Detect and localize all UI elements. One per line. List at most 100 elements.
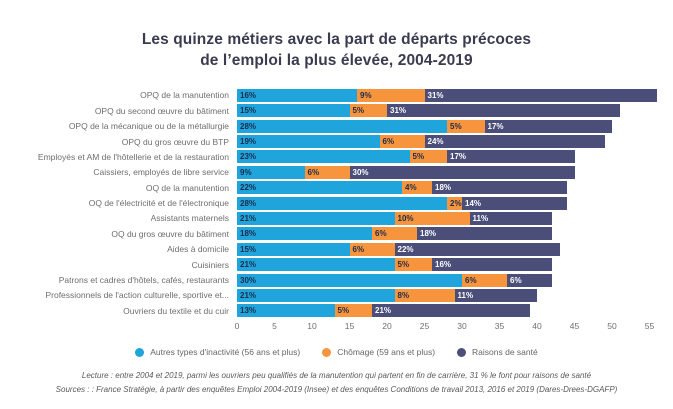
bar-track: 28% 5% 17% [237, 119, 673, 133]
x-axis-tick-label: 15 [344, 321, 355, 332]
bar-value-label: 17% [487, 121, 504, 131]
category-label: Caissiers, employés de libre service [93, 167, 229, 178]
bar-value-label: 31% [390, 106, 407, 116]
bar-segment-sante: 18% [432, 181, 567, 195]
bar-value-label: 16% [435, 260, 452, 270]
bar-row: Employés et AM de l'hôtellerie et de la … [0, 150, 673, 164]
chart-title-line2: de l’emploi la plus élevée, 2004-2019 [200, 51, 473, 69]
bar-segment-sante: 11% [469, 211, 552, 225]
bar-row: OPQ de la mécanique ou de la métallurgie… [0, 119, 673, 133]
bar-track: 16% 9% 31% [237, 88, 673, 102]
bar-value-label: 6% [510, 275, 522, 285]
bar-segment-chomage: 6% [372, 227, 417, 241]
category-label: OPQ de la manutention [140, 90, 229, 101]
bar-value-label: 21% [375, 306, 392, 316]
bar-track: 15% 5% 31% [237, 104, 673, 118]
bar-segment-chomage: 10% [394, 211, 470, 225]
bar-value-label: 5% [337, 306, 350, 316]
bar-track: 21% 10% 11% [237, 211, 673, 225]
x-axis-tick-label: 20 [382, 321, 392, 332]
x-axis-tick-label: 30 [457, 321, 467, 332]
bar-value-label: 17% [450, 152, 467, 162]
legend-label-chomage: Chômage (59 ans et plus) [337, 347, 436, 358]
bar-value-label: 21% [240, 290, 257, 300]
bar-track: 30% 6% 6% [237, 273, 673, 287]
bar-segment-inactivite: 19% [237, 135, 380, 149]
category-label: OPQ du gros œuvre du BTP [121, 136, 229, 147]
bar-row: OPQ du gros œuvre du BTP 19% 6% 24% [0, 135, 673, 149]
bar-segment-sante: 18% [417, 227, 552, 241]
bar-segment-inactivite: 15% [237, 242, 350, 256]
bar-row: Professionnels de l'action culturelle, s… [0, 288, 673, 302]
bar-row: OQ de l'électricité et de l'électronique… [0, 196, 673, 210]
bar-value-label: 28% [240, 198, 257, 208]
bar-segment-inactivite: 28% [237, 196, 447, 210]
bar-track: 21% 8% 11% [237, 288, 673, 302]
bar-value-label: 15% [240, 106, 257, 116]
category-label: Cuisiniers [191, 259, 229, 270]
bar-segment-chomage: 5% [447, 119, 485, 133]
bar-row: Aides à domicile 15% 6% 22% [0, 242, 673, 256]
bar-value-label: 9% [240, 167, 252, 177]
bar-segment-sante: 6% [507, 273, 552, 287]
bar-value-label: 5% [412, 152, 425, 162]
bar-segment-inactivite: 21% [237, 211, 395, 225]
bar-segment-chomage: 2% [447, 196, 462, 210]
category-label: Patrons et cadres d'hôtels, cafés, resta… [58, 275, 229, 286]
category-label: OPQ du second œuvre du bâtiment [94, 105, 229, 116]
bar-value-label: 22% [397, 244, 414, 254]
legend-item-inactivite: Autres types d'inactivité (56 ans et plu… [135, 347, 300, 357]
bar-track: 13% 5% 21% [237, 304, 673, 318]
bar-track: 18% 6% 18% [237, 227, 673, 241]
bar-segment-inactivite: 23% [237, 150, 410, 164]
footnote-sources: Sources : : France Stratégie, à partir d… [55, 385, 618, 395]
bar-segment-chomage: 4% [402, 181, 432, 195]
bar-value-label: 9% [360, 90, 372, 100]
bar-row: OQ de la manutention 22% 4% 18% [0, 181, 673, 195]
bar-value-label: 13% [240, 306, 257, 316]
bar-value-label: 6% [375, 229, 387, 239]
footnotes: Lecture : entre 2004 et 2019, parmi les … [0, 369, 673, 397]
bar-value-label: 30% [240, 275, 257, 285]
x-axis-tick-label: 5 [272, 321, 277, 332]
bar-segment-chomage: 6% [462, 273, 507, 287]
bar-row: OPQ de la manutention 16% 9% 31% [0, 88, 673, 102]
bar-value-label: 18% [420, 229, 437, 239]
bar-segment-inactivite: 13% [237, 304, 335, 318]
bar-segment-inactivite: 16% [237, 88, 357, 102]
chart-title-line1: Les quinze métiers avec la part de dépar… [141, 31, 532, 48]
x-axis-tick-label: 0 [234, 321, 240, 332]
x-axis-tick-label: 10 [307, 321, 317, 332]
bar-value-label: 15% [240, 244, 257, 254]
bar-segment-sante: 16% [432, 258, 552, 272]
bar-value-label: 14% [465, 198, 482, 208]
bar-segment-chomage: 9% [357, 88, 425, 102]
bar-value-label: 22% [240, 183, 257, 193]
bar-value-label: 11% [457, 290, 474, 300]
legend-label-sante: Raisons de santé [472, 347, 538, 358]
bar-value-label: 5% [397, 260, 410, 270]
legend-dot-inactivite-icon [135, 347, 145, 357]
bar-value-label: 2% [450, 198, 462, 208]
bar-segment-sante: 22% [394, 242, 560, 256]
bar-segment-chomage: 5% [334, 304, 372, 318]
bar-row: Ouvriers du textile et du cuir 13% 5% 21% [0, 304, 673, 318]
bar-value-label: 21% [240, 213, 257, 223]
bar-track: 19% 6% 24% [237, 135, 673, 149]
bar-segment-inactivite: 28% [237, 119, 447, 133]
bar-value-label: 5% [450, 121, 462, 131]
chart-title: Les quinze métiers avec la part de dépar… [0, 30, 673, 72]
category-label: Professionnels de l'action culturelle, s… [45, 290, 229, 301]
bar-segment-inactivite: 22% [237, 181, 402, 195]
footnote-lecture: Lecture : entre 2004 et 2019, parmi les … [81, 371, 592, 381]
plot-rows: OPQ de la manutention 16% 9% 31% OPQ du seco… [0, 88, 673, 318]
bar-row: Cuisiniers 21% 5% 16% [0, 258, 673, 272]
bar-segment-chomage: 6% [379, 135, 425, 149]
bar-value-label: 23% [240, 152, 257, 162]
bar-segment-sante: 17% [484, 119, 612, 133]
bar-value-label: 6% [465, 275, 477, 285]
bar-segment-sante: 14% [462, 196, 567, 210]
category-label: OPQ de la mécanique ou de la métallurgie [68, 121, 229, 132]
bar-segment-inactivite: 18% [237, 227, 372, 241]
bar-value-label: 30% [352, 167, 369, 177]
